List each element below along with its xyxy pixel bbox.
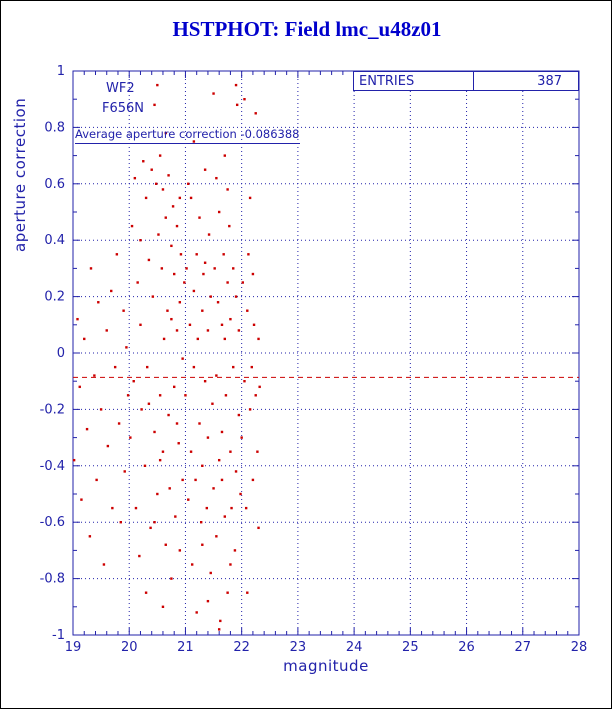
stats-box: ENTRIES 387 bbox=[353, 71, 579, 91]
svg-text:20: 20 bbox=[121, 640, 138, 655]
page-title: HSTPHOT: Field lmc_u48z01 bbox=[172, 17, 442, 41]
y-axis-label: aperture correction bbox=[11, 97, 29, 253]
svg-text:1: 1 bbox=[57, 64, 65, 79]
x-axis-label: magnitude bbox=[283, 657, 369, 675]
camera-label: WF2 bbox=[106, 81, 135, 96]
stats-entries-label: ENTRIES bbox=[354, 72, 474, 90]
svg-text:0.6: 0.6 bbox=[44, 177, 65, 192]
svg-text:21: 21 bbox=[177, 640, 194, 655]
svg-text:0: 0 bbox=[57, 346, 65, 361]
svg-text:28: 28 bbox=[571, 640, 588, 655]
average-aperture-correction-annotation: Average aperture correction -0.086388 bbox=[75, 127, 300, 144]
stats-entries-value: 387 bbox=[537, 73, 562, 89]
svg-text:24: 24 bbox=[346, 640, 363, 655]
svg-text:25: 25 bbox=[402, 640, 419, 655]
svg-text:-1: -1 bbox=[52, 628, 65, 643]
svg-text:-0.8: -0.8 bbox=[40, 572, 65, 587]
svg-text:0.2: 0.2 bbox=[44, 290, 65, 305]
svg-text:22: 22 bbox=[233, 640, 250, 655]
svg-text:23: 23 bbox=[290, 640, 307, 655]
svg-text:0.8: 0.8 bbox=[44, 120, 65, 135]
svg-text:27: 27 bbox=[515, 640, 532, 655]
svg-text:0.4: 0.4 bbox=[44, 233, 65, 248]
svg-text:26: 26 bbox=[458, 640, 475, 655]
svg-text:-0.2: -0.2 bbox=[40, 402, 65, 417]
filter-label: F656N bbox=[102, 101, 145, 116]
svg-text:-0.6: -0.6 bbox=[40, 515, 65, 530]
svg-text:-0.4: -0.4 bbox=[40, 459, 65, 474]
svg-text:19: 19 bbox=[65, 640, 82, 655]
